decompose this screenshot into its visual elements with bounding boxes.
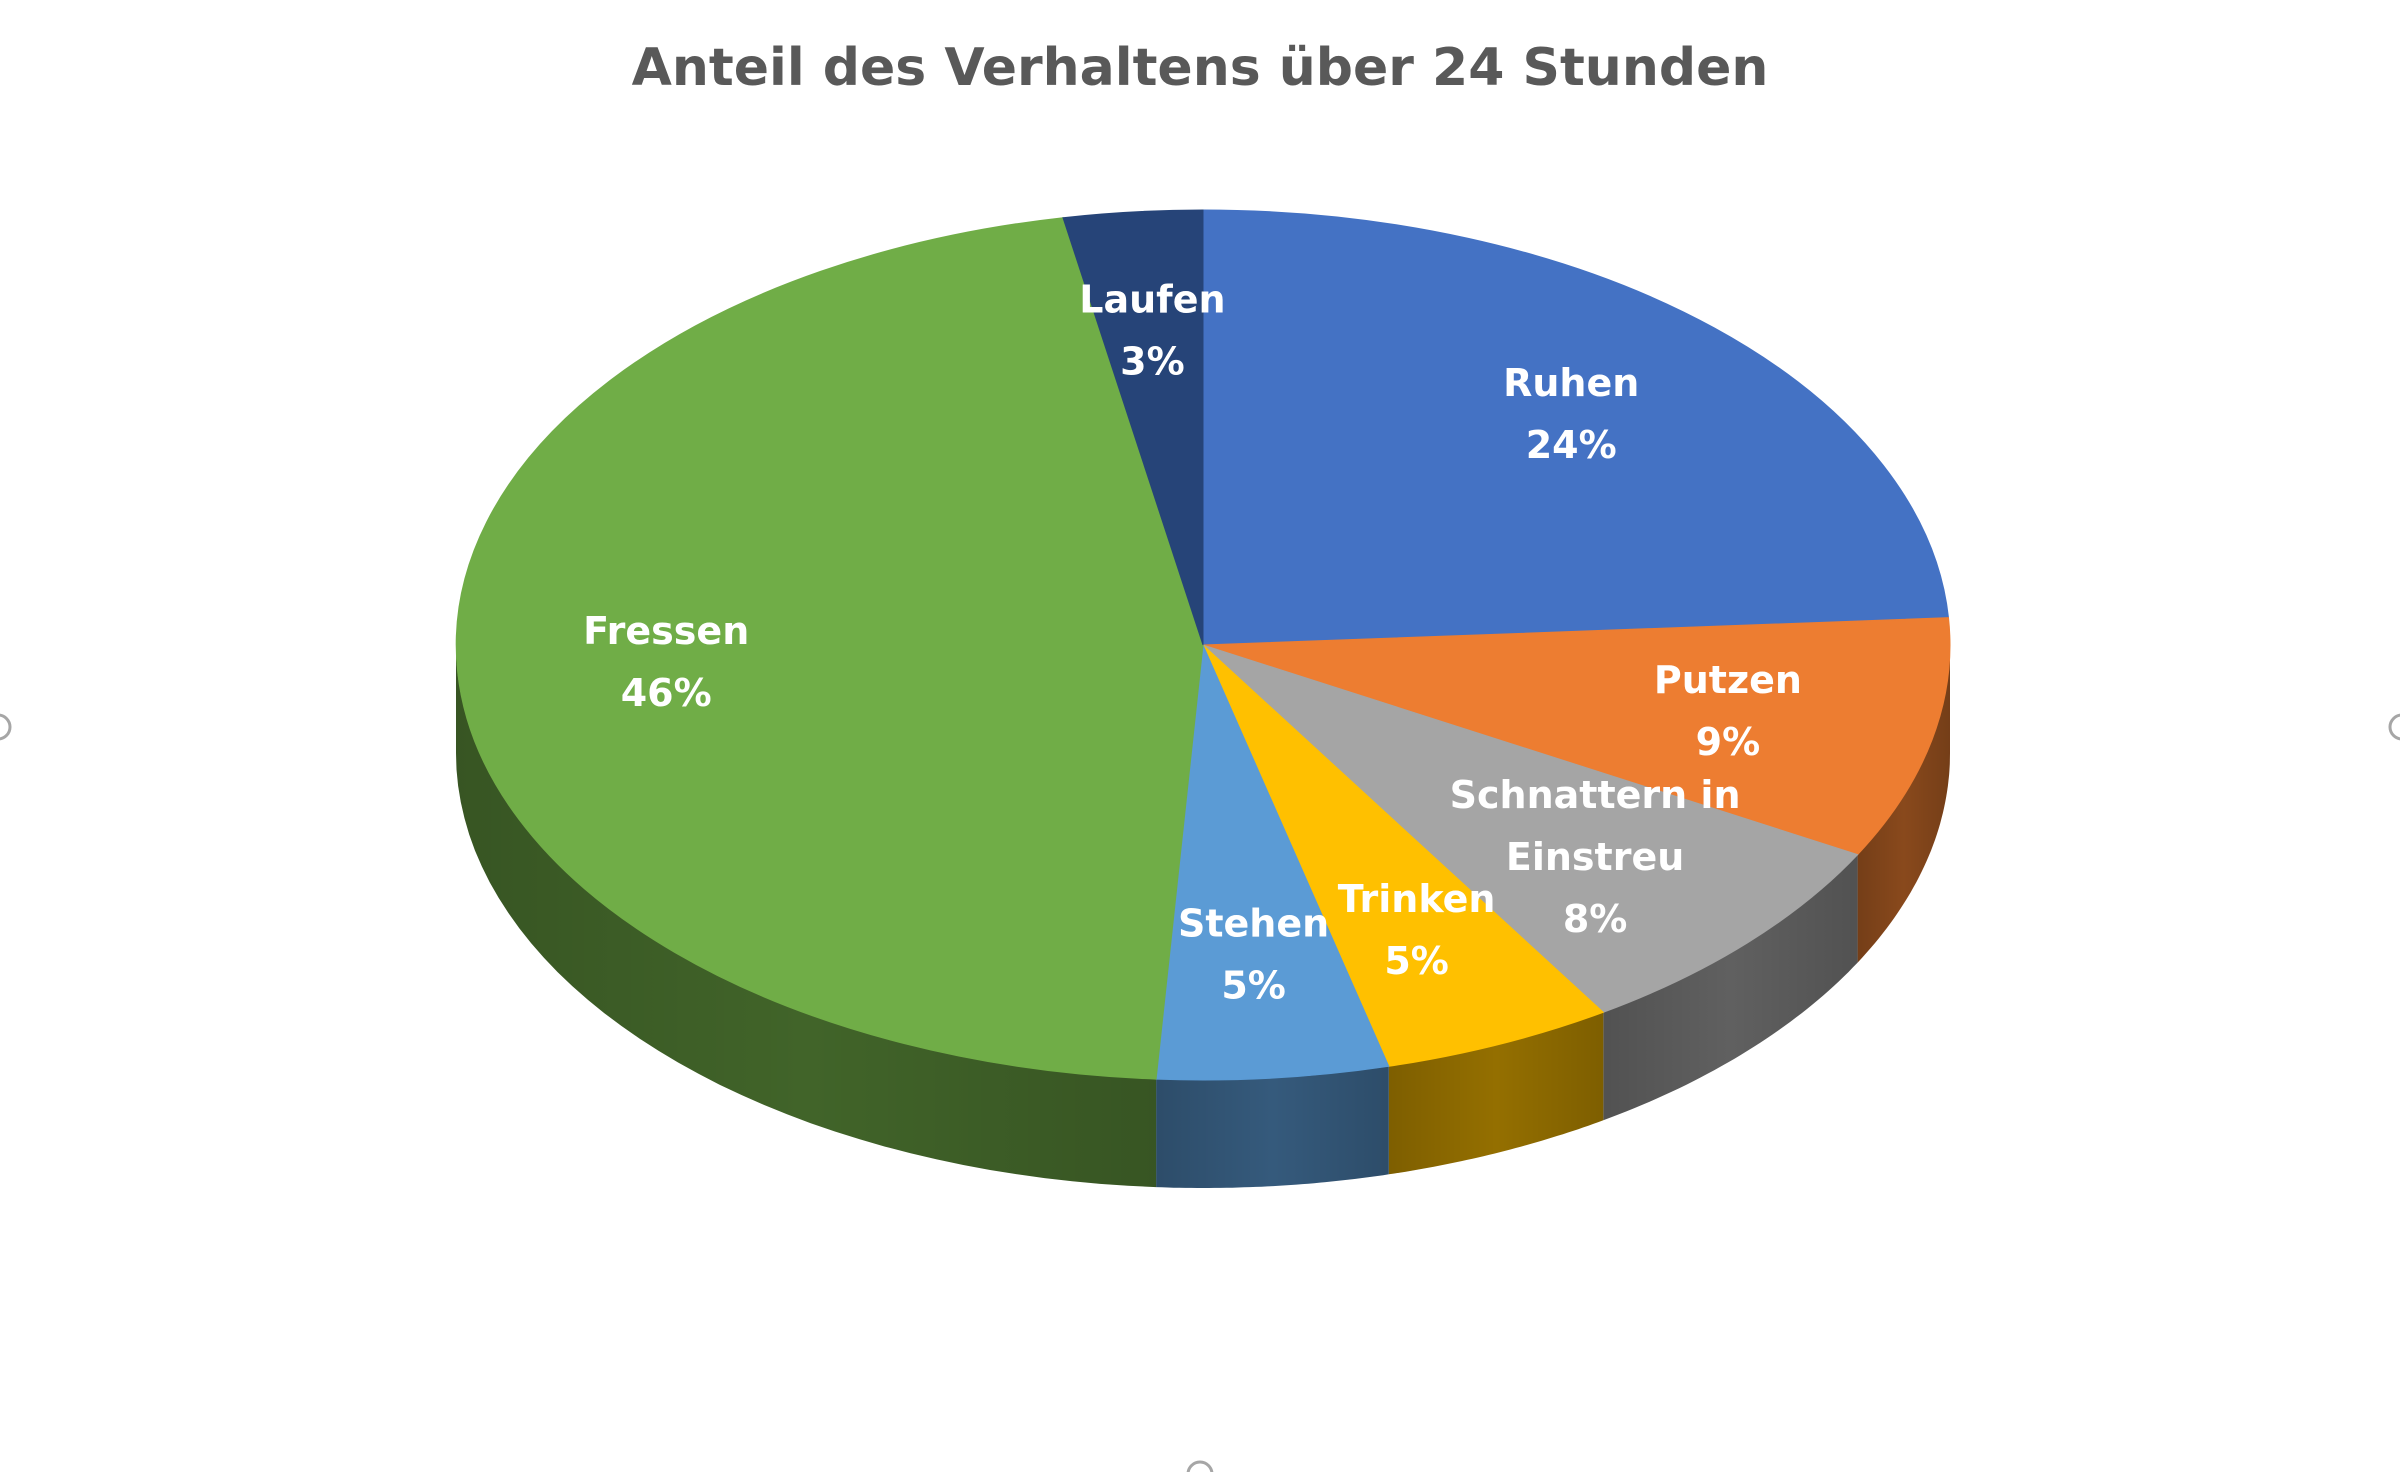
slice-side-shading-trinken (1388, 1012, 1604, 1175)
data-label-schnattern-in-einstreu: Schnattern in Einstreu 8% (1450, 773, 1741, 941)
data-label-value: 9% (1696, 720, 1761, 764)
slice-side-shading-schnattern-in-einstreu (1603, 854, 1858, 1121)
data-label-value: 3% (1120, 340, 1185, 384)
handle-right[interactable] (2388, 713, 2400, 741)
slice-schnattern-in-einstreu[interactable] (1202, 644, 1859, 1013)
data-label-category: Trinken (1338, 877, 1496, 921)
slice-stehen[interactable] (1155, 643, 1390, 1081)
data-label-value: 8% (1563, 897, 1628, 941)
slice-side-shading-stehen (1156, 1066, 1389, 1188)
slice-trinken[interactable] (1202, 644, 1605, 1067)
data-label-category: Schnattern in (1450, 773, 1741, 817)
data-label-stehen: Stehen 5% (1178, 901, 1329, 1007)
slice-side-shading-putzen (1857, 645, 1950, 963)
data-label-category: Fressen (583, 609, 749, 653)
slice-side-shading-fressen (456, 645, 1157, 1188)
handle-left[interactable] (0, 713, 12, 741)
data-label-category: Einstreu (1506, 835, 1684, 879)
data-label-putzen: Putzen 9% (1654, 658, 1802, 764)
chart-title: Anteil des Verhaltens über 24 Stunden (631, 38, 1769, 98)
data-label-value: 46% (621, 671, 712, 715)
pie-labels: Ruhen 24% Putzen 9% Schnattern in Einstreu 8% T… (583, 278, 1802, 1008)
slice-laufen[interactable] (1062, 209, 1204, 646)
data-label-category: Stehen (1178, 901, 1329, 945)
data-label-value: 24% (1526, 423, 1617, 467)
data-label-fressen: Fressen 46% (583, 609, 749, 715)
data-label-trinken: Trinken 5% (1338, 877, 1496, 983)
selection-handles (0, 713, 2400, 1472)
data-label-value: 5% (1384, 939, 1449, 983)
data-label-value: 5% (1221, 963, 1286, 1007)
data-label-category: Ruhen (1503, 361, 1639, 405)
data-label-category: Putzen (1654, 658, 1802, 702)
slice-ruhen[interactable] (1202, 209, 1950, 646)
pie-slices (455, 209, 1951, 1081)
pie-sides (456, 645, 1950, 1188)
data-label-category: Laufen (1079, 278, 1225, 322)
slice-fressen[interactable] (455, 217, 1204, 1080)
slice-putzen[interactable] (1202, 617, 1951, 856)
data-label-laufen: Laufen 3% (1079, 278, 1225, 384)
data-label-ruhen: Ruhen 24% (1503, 361, 1639, 467)
handle-bottom[interactable] (1186, 1460, 1214, 1472)
